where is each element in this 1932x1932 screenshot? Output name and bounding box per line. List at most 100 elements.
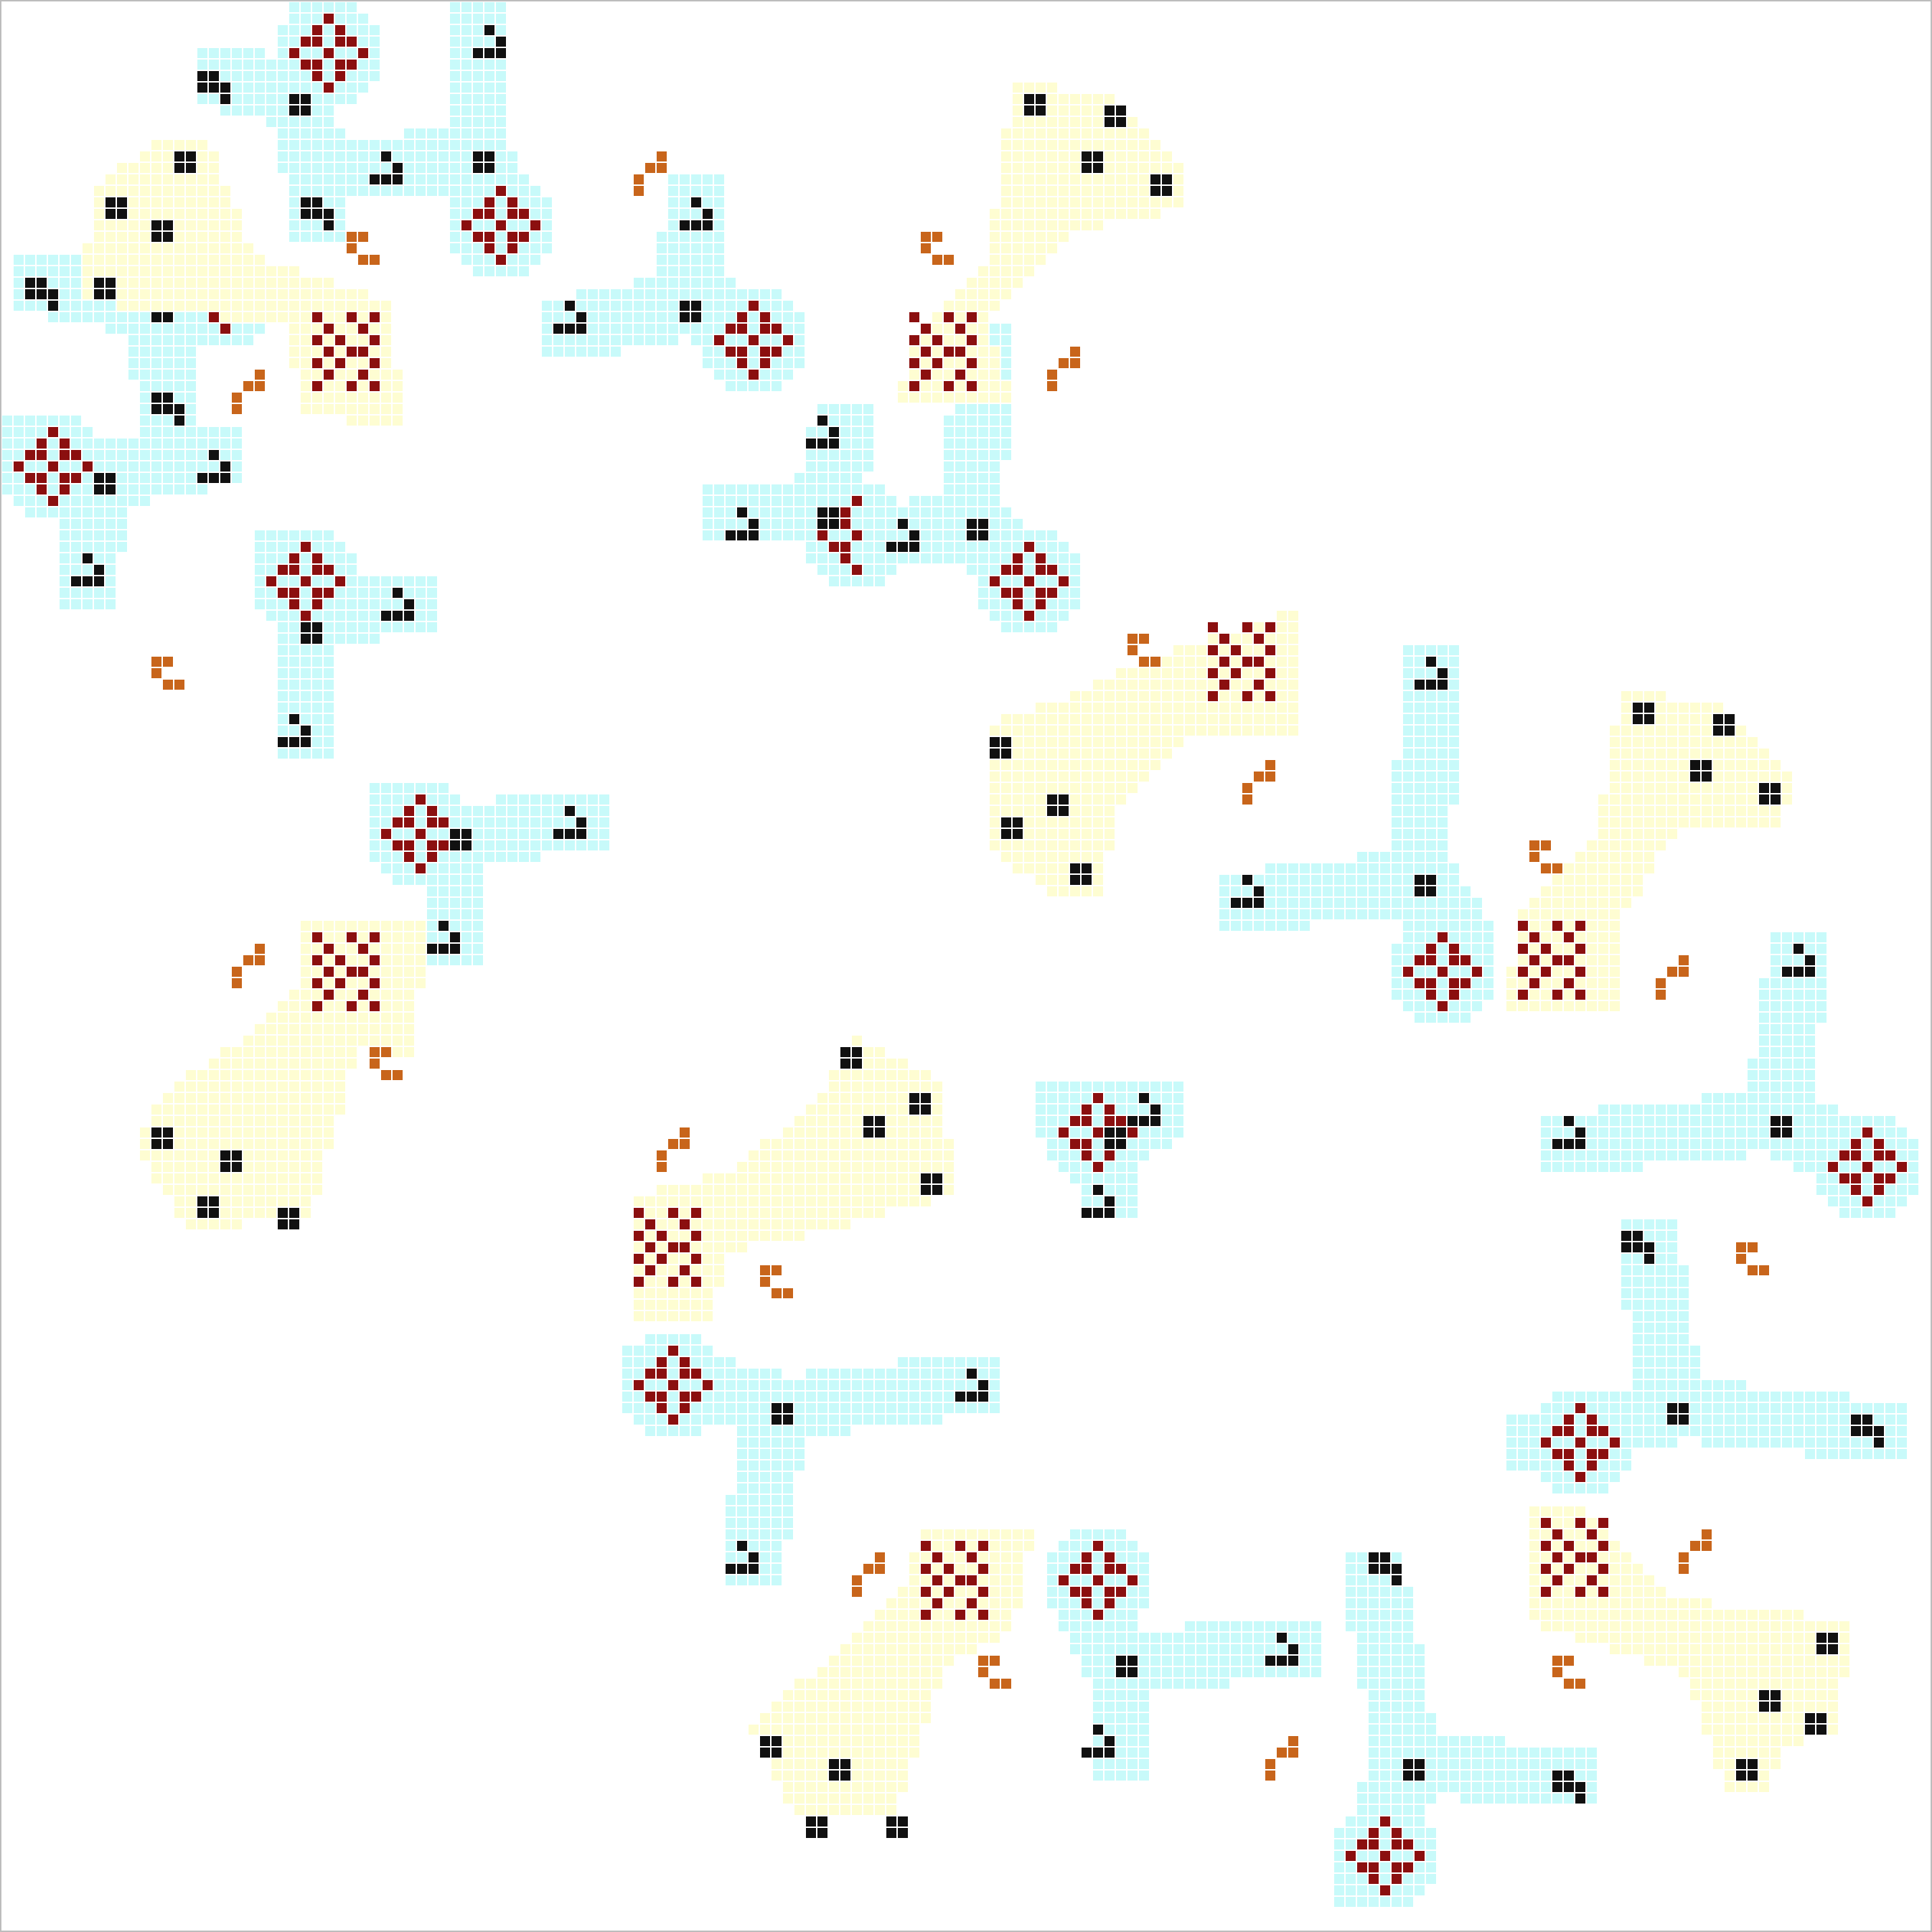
- cyan-region-cell[interactable]: [1713, 1127, 1723, 1138]
- cyan-region-cell[interactable]: [1127, 1196, 1138, 1206]
- cyan-region-cell[interactable]: [955, 496, 965, 506]
- black-block[interactable]: [301, 94, 311, 104]
- cyan-region-cell[interactable]: [1633, 1380, 1643, 1390]
- cyan-region-cell[interactable]: [83, 312, 93, 322]
- cyan-region-cell[interactable]: [48, 507, 58, 517]
- cyan-region-cell[interactable]: [611, 301, 621, 311]
- cyan-region-cell[interactable]: [1541, 1460, 1551, 1471]
- cyan-region-cell[interactable]: [829, 450, 839, 460]
- cyan-region-cell[interactable]: [416, 817, 426, 827]
- cyan-region-cell[interactable]: [1679, 1323, 1689, 1333]
- cyan-region-cell[interactable]: [1082, 1196, 1092, 1206]
- cyan-region-cell[interactable]: [1357, 1587, 1367, 1597]
- cyan-region-cell[interactable]: [840, 416, 850, 426]
- cyan-region-cell[interactable]: [1150, 1667, 1160, 1677]
- cyan-region-cell[interactable]: [634, 335, 644, 345]
- red-cell[interactable]: [1093, 1610, 1103, 1620]
- black-block[interactable]: [163, 312, 173, 322]
- cyan-region-cell[interactable]: [1587, 1139, 1597, 1149]
- cyan-region-cell[interactable]: [1851, 1449, 1861, 1459]
- cyan-region-cell[interactable]: [1725, 1380, 1735, 1390]
- cyan-region-cell[interactable]: [1116, 1185, 1126, 1195]
- cyan-region-cell[interactable]: [588, 794, 598, 805]
- cyan-region-cell[interactable]: [312, 151, 322, 161]
- cyan-region-cell[interactable]: [2, 473, 12, 483]
- cyan-region-cell[interactable]: [1415, 944, 1425, 954]
- cyan-region-cell[interactable]: [232, 48, 242, 58]
- cyan-region-cell[interactable]: [1506, 1415, 1516, 1425]
- cyan-region-cell[interactable]: [324, 232, 334, 242]
- cyan-region-cell[interactable]: [1047, 1139, 1057, 1149]
- cyan-region-cell[interactable]: [60, 496, 70, 506]
- cyan-region-cell[interactable]: [220, 439, 230, 449]
- cyan-region-cell[interactable]: [278, 691, 288, 701]
- black-block[interactable]: [289, 94, 299, 104]
- cyan-region-cell[interactable]: [1633, 1311, 1643, 1321]
- black-block[interactable]: [1415, 886, 1425, 896]
- cyan-region-cell[interactable]: [197, 312, 207, 322]
- black-block[interactable]: [680, 301, 690, 311]
- cyan-region-cell[interactable]: [496, 197, 506, 207]
- black-block[interactable]: [484, 151, 494, 161]
- cyan-region-cell[interactable]: [668, 232, 678, 242]
- cyan-region-cell[interactable]: [1552, 1438, 1562, 1448]
- cyan-region-cell[interactable]: [289, 140, 299, 150]
- cyan-region-cell[interactable]: [1438, 737, 1448, 747]
- black-cell[interactable]: [898, 542, 908, 552]
- cyan-region-cell[interactable]: [1127, 1713, 1138, 1723]
- cyan-region-cell[interactable]: [1633, 1357, 1643, 1367]
- cyan-region-cell[interactable]: [1587, 1127, 1597, 1138]
- cyan-region-cell[interactable]: [1392, 1690, 1402, 1700]
- cyan-region-cell[interactable]: [1415, 806, 1425, 816]
- black-cell[interactable]: [1277, 1633, 1287, 1643]
- cyan-region-cell[interactable]: [1105, 1656, 1115, 1666]
- cyan-region-cell[interactable]: [416, 151, 426, 161]
- cyan-region-cell[interactable]: [335, 197, 345, 207]
- cyan-region-cell[interactable]: [542, 312, 552, 322]
- cyan-region-cell[interactable]: [1644, 1300, 1654, 1310]
- black-cell[interactable]: [209, 450, 219, 460]
- cyan-region-cell[interactable]: [1885, 1449, 1895, 1459]
- red-cell[interactable]: [404, 840, 414, 850]
- cyan-region-cell[interactable]: [439, 909, 449, 919]
- cyan-region-cell[interactable]: [1483, 921, 1493, 931]
- cyan-region-cell[interactable]: [1426, 726, 1436, 736]
- cyan-region-cell[interactable]: [1438, 886, 1448, 896]
- cyan-region-cell[interactable]: [1139, 1713, 1149, 1723]
- cyan-region-cell[interactable]: [1426, 645, 1436, 655]
- cyan-region-cell[interactable]: [1196, 1621, 1206, 1631]
- cyan-region-cell[interactable]: [473, 2, 483, 12]
- cyan-region-cell[interactable]: [703, 174, 713, 184]
- cyan-region-cell[interactable]: [1185, 1667, 1195, 1677]
- cyan-region-cell[interactable]: [381, 852, 391, 862]
- cyan-region-cell[interactable]: [1633, 1300, 1643, 1310]
- cyan-region-cell[interactable]: [645, 278, 655, 288]
- cyan-region-cell[interactable]: [1093, 1139, 1103, 1149]
- cyan-region-cell[interactable]: [484, 255, 494, 265]
- cyan-region-cell[interactable]: [967, 484, 977, 494]
- cyan-region-cell[interactable]: [691, 243, 701, 253]
- cyan-region-cell[interactable]: [553, 806, 563, 816]
- cyan-region-cell[interactable]: [1288, 875, 1298, 885]
- cyan-region-cell[interactable]: [829, 576, 839, 586]
- cyan-region-cell[interactable]: [1139, 1587, 1149, 1597]
- cyan-region-cell[interactable]: [1736, 1093, 1746, 1103]
- cyan-region-cell[interactable]: [507, 840, 517, 850]
- cyan-region-cell[interactable]: [1162, 1139, 1172, 1149]
- cyan-region-cell[interactable]: [1093, 1702, 1103, 1712]
- cyan-region-cell[interactable]: [565, 817, 575, 827]
- cyan-region-cell[interactable]: [1334, 886, 1344, 896]
- cyan-region-cell[interactable]: [370, 576, 380, 586]
- cyan-region-cell[interactable]: [990, 507, 1000, 517]
- cyan-region-cell[interactable]: [1219, 898, 1229, 908]
- cyan-region-cell[interactable]: [783, 301, 793, 311]
- cyan-region-cell[interactable]: [1587, 1150, 1597, 1160]
- cyan-region-cell[interactable]: [978, 439, 988, 449]
- cyan-region-cell[interactable]: [1679, 1105, 1689, 1115]
- red-cell[interactable]: [1575, 1472, 1585, 1482]
- cyan-region-cell[interactable]: [1885, 1116, 1895, 1126]
- cyan-region-cell[interactable]: [1380, 1782, 1390, 1792]
- cyan-region-cell[interactable]: [289, 83, 299, 93]
- cyan-region-cell[interactable]: [1139, 1759, 1149, 1769]
- cyan-region-cell[interactable]: [496, 140, 506, 150]
